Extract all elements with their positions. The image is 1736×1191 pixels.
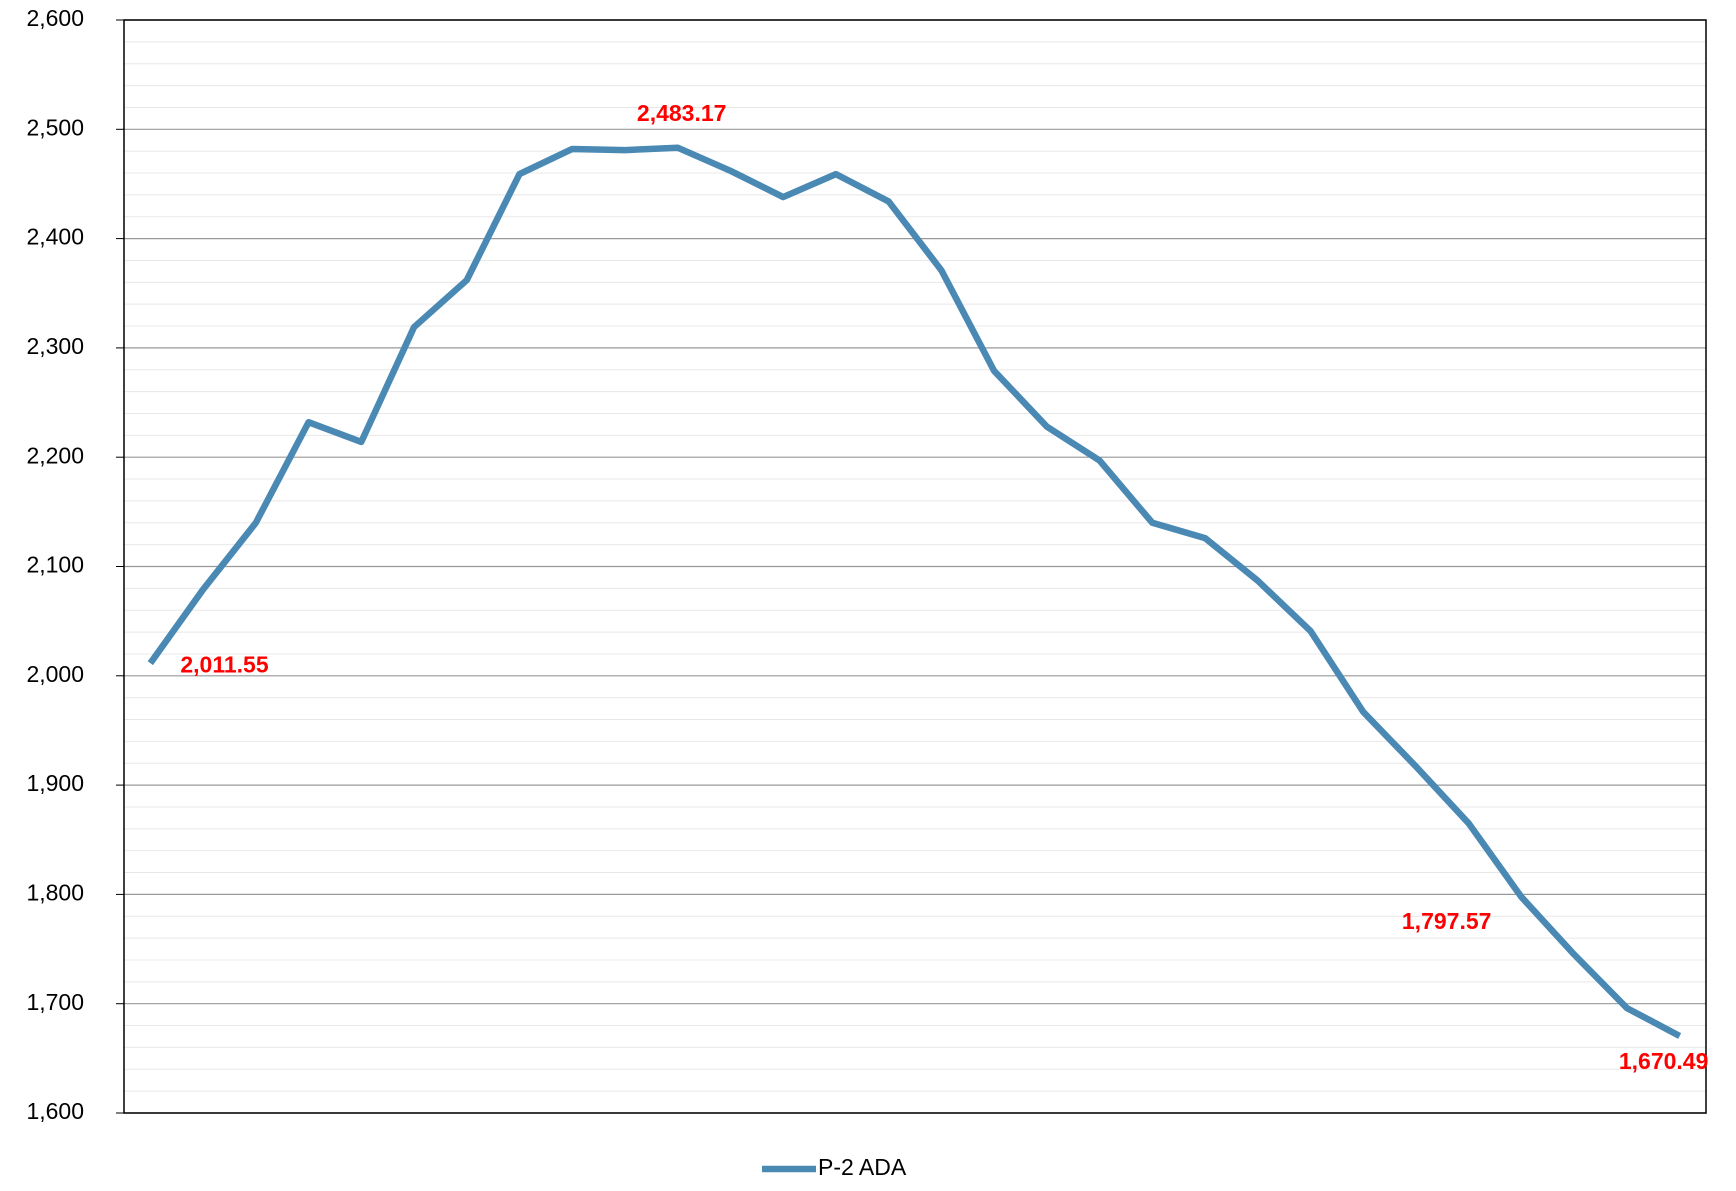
y-tick-label: 2,000 bbox=[26, 661, 84, 687]
legend-label: P-2 ADA bbox=[818, 1154, 907, 1180]
y-tick-label: 1,700 bbox=[26, 989, 84, 1015]
y-tick-label: 2,400 bbox=[26, 224, 84, 250]
y-tick-label: 2,200 bbox=[26, 442, 84, 468]
plot-border bbox=[123, 19, 1707, 1114]
y-tick-label: 1,600 bbox=[26, 1098, 84, 1124]
data-label: 2,483.17 bbox=[637, 100, 727, 126]
line-series bbox=[147, 144, 1682, 1039]
y-tick-label: 2,600 bbox=[26, 5, 84, 31]
y-tick-label: 2,300 bbox=[26, 333, 84, 359]
y-tick-label: 2,100 bbox=[26, 552, 84, 578]
data-label: 1,670.49 bbox=[1619, 1048, 1709, 1074]
data-label: 1,797.57 bbox=[1402, 908, 1492, 934]
y-tick-label: 1,800 bbox=[26, 879, 84, 905]
y-tick-label: 2,500 bbox=[26, 114, 84, 140]
y-tick-label: 1,900 bbox=[26, 770, 84, 796]
data-label: 2,011.55 bbox=[180, 651, 268, 677]
